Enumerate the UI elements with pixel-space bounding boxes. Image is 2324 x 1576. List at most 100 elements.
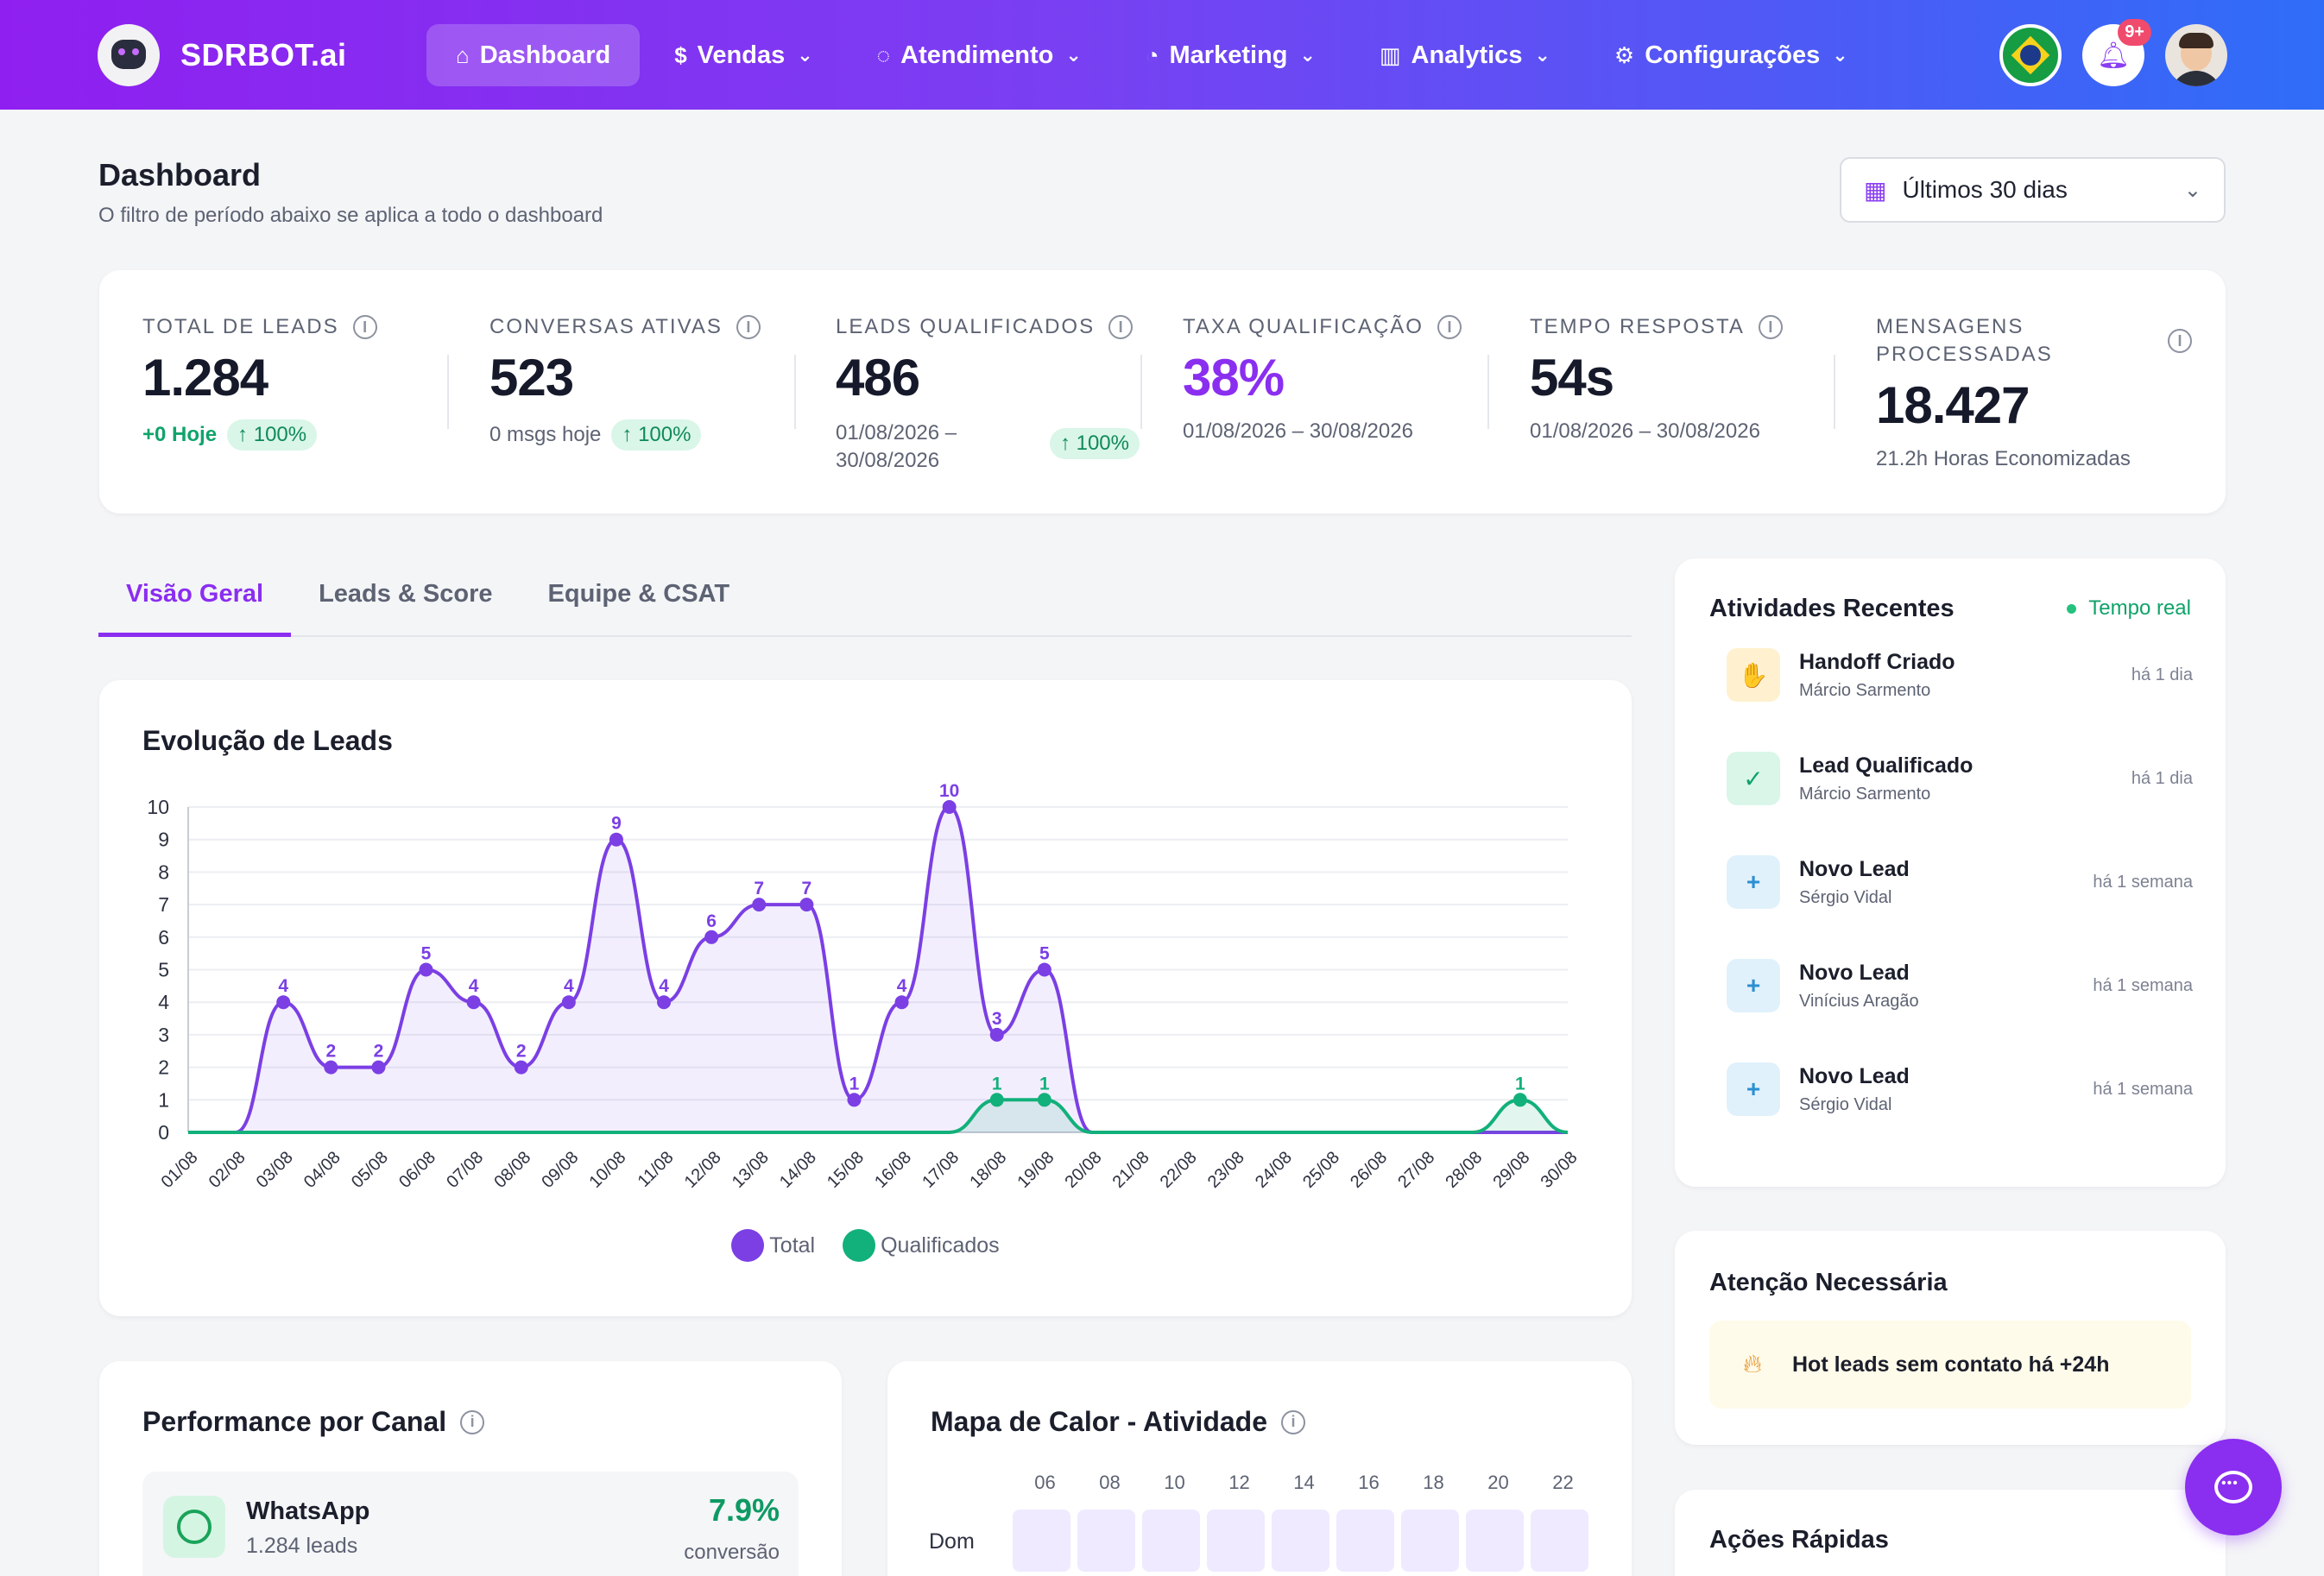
info-icon[interactable]: i xyxy=(1437,315,1462,339)
trend-pill: ↑ 100% xyxy=(1049,428,1140,459)
quick-actions-title: Ações Rápidas xyxy=(1709,1526,1889,1554)
activity-person: Sérgio Vidal xyxy=(1799,1095,1892,1114)
activity-heatmap-card: Mapa de Calor - Atividade i 06 08 10 12 … xyxy=(887,1361,1632,1576)
heatmap-cell[interactable] xyxy=(1466,1510,1524,1572)
activity-item[interactable]: + Novo Lead Sérgio Vidal há 1 semana xyxy=(1727,852,2193,912)
notifications-button[interactable]: 🔔︎ 9+ xyxy=(2082,19,2151,86)
info-icon[interactable]: i xyxy=(460,1409,485,1434)
legend-item-qualificados[interactable]: Qualificados xyxy=(843,1229,1000,1262)
divider xyxy=(1487,355,1489,429)
info-icon[interactable]: i xyxy=(352,315,377,339)
trend-value: 100% xyxy=(638,423,692,446)
trend-pill: ↑ 100% xyxy=(227,419,318,451)
heatmap-cell[interactable] xyxy=(1207,1510,1265,1572)
heatmap-day-label: Dom xyxy=(929,1529,975,1554)
attention-item[interactable]: 🔥︎ Hot leads sem contato há +24h xyxy=(1709,1321,2191,1409)
kpi-mensagens-processadas: MENSAGENS PROCESSADAS i 18.427 21.2h Hora… xyxy=(1876,313,2192,471)
info-icon[interactable]: i xyxy=(2168,329,2192,353)
heatmap-cell[interactable] xyxy=(1142,1510,1200,1572)
activity-item[interactable]: ✓ Lead Qualificado Márcio Sarmento há 1 dia xyxy=(1727,748,2193,809)
heatmap-hour: 22 xyxy=(1552,1472,1574,1493)
chevron-down-icon: ⌄ xyxy=(1065,44,1082,66)
user-avatar[interactable] xyxy=(2165,24,2227,86)
kpi-label-text: MENSAGENS PROCESSADAS xyxy=(1876,313,2053,369)
nav-item-analytics[interactable]: ▥ Analytics ⌄ xyxy=(1350,24,1580,86)
whatsapp-icon xyxy=(163,1496,225,1558)
chat-icon: ◌ xyxy=(876,41,891,68)
legend-swatch xyxy=(731,1229,765,1262)
kpi-value: 523 xyxy=(489,349,574,407)
language-flag-button[interactable] xyxy=(1999,24,2062,86)
kpi-foot: 01/08/2026 – 30/08/2026 xyxy=(1530,419,1783,444)
nav-item-marketing[interactable]: ◔ Marketing ⌄ xyxy=(1116,24,1345,86)
fire-icon: 🔥︎ xyxy=(1742,1350,1763,1378)
avatar-shirt xyxy=(2170,71,2222,86)
nav-item-dashboard[interactable]: ⌂ Dashboard xyxy=(426,24,641,86)
kpi-today: 0 msgs hoje xyxy=(489,423,602,446)
heatmap-cell[interactable] xyxy=(1531,1510,1588,1572)
activity-item[interactable]: + Novo Lead Sérgio Vidal há 1 semana xyxy=(1727,1059,2193,1119)
heatmap-hour: 16 xyxy=(1358,1472,1380,1493)
kpi-label-line: MENSAGENS xyxy=(1876,315,2024,338)
nav-item-configuracoes[interactable]: ⚙ Configurações ⌄ xyxy=(1585,24,1878,86)
heatmap-hour: 18 xyxy=(1423,1472,1444,1493)
user-plus-icon: + xyxy=(1727,1062,1780,1116)
activity-item[interactable]: + Novo Lead Vinícius Aragão há 1 semana xyxy=(1727,955,2193,1016)
check-circle-icon: ✓ xyxy=(1727,752,1780,805)
chat-fab-button[interactable] xyxy=(2185,1439,2282,1535)
tab-leads-score[interactable]: Leads & Score xyxy=(319,580,493,608)
quick-actions-card: Ações Rápidas xyxy=(1675,1490,2226,1576)
main-menu: ⌂ Dashboard $ Vendas ⌄ ◌ Atendimento ⌄ ◔… xyxy=(426,24,1883,86)
channel-row-whatsapp[interactable]: WhatsApp 1.284 leads 7.9% conversão xyxy=(142,1472,799,1576)
heatmap-cell[interactable] xyxy=(1336,1510,1394,1572)
live-indicator: Tempo real xyxy=(2067,596,2191,621)
kpi-taxa-qualificacao: TAXA QUALIFICAÇÃO i 38% 01/08/2026 – 30/0… xyxy=(1183,313,1462,444)
info-icon[interactable]: i xyxy=(1108,315,1134,339)
pie-chart-icon: ◔ xyxy=(1145,41,1159,68)
channel-performance-card: Performance por Canal i WhatsApp 1.284 l… xyxy=(99,1361,842,1576)
tab-equipe-csat[interactable]: Equipe & CSAT xyxy=(547,580,730,608)
info-icon[interactable]: i xyxy=(1758,315,1783,339)
activity-person: Márcio Sarmento xyxy=(1799,681,1931,700)
nav-item-atendimento[interactable]: ◌ Atendimento ⌄ xyxy=(848,24,1111,86)
user-plus-icon: + xyxy=(1727,855,1780,909)
arrow-up-icon: ↑ xyxy=(1059,432,1077,455)
brand[interactable]: SDRBOT.ai xyxy=(98,24,347,86)
kpi-period-end: 30/08/2026 xyxy=(836,449,940,472)
heatmap-cell[interactable] xyxy=(1272,1510,1329,1572)
info-icon[interactable]: i xyxy=(1281,1409,1305,1434)
chevron-down-icon: ⌄ xyxy=(1832,44,1848,66)
heatmap-cell[interactable] xyxy=(1013,1510,1070,1572)
kpi-foot: 01/08/2026 – 30/08/2026 ↑ 100% xyxy=(836,419,1140,475)
heatmap-cell[interactable] xyxy=(1401,1510,1459,1572)
dashboard-tabs: Visão Geral Leads & Score Equipe & CSAT xyxy=(98,570,1632,637)
legend-item-total[interactable]: Total xyxy=(731,1229,815,1262)
chevron-down-icon: ⌄ xyxy=(2183,178,2201,202)
attention-card: Atenção Necessária 🔥︎ Hot leads sem cont… xyxy=(1675,1231,2226,1445)
bar-chart-icon: ▥ xyxy=(1379,41,1401,68)
trend-pill: ↑ 100% xyxy=(611,419,702,451)
whatsapp-ring xyxy=(177,1510,212,1544)
kpi-total-leads: TOTAL DE LEADS i 1.284 +0 Hoje ↑ 100% xyxy=(142,313,377,451)
hand-icon: ✋ xyxy=(1727,648,1780,702)
trend-value: 100% xyxy=(253,423,307,446)
tab-visao-geral[interactable]: Visão Geral xyxy=(98,570,292,637)
kpi-label-text: TAXA QUALIFICAÇÃO xyxy=(1183,315,1424,338)
activity-item[interactable]: ✋ Handoff Criado Márcio Sarmento há 1 dia xyxy=(1727,645,2193,705)
chevron-down-icon: ⌄ xyxy=(797,44,813,66)
kpi-label-text: LEADS QUALIFICADOS xyxy=(836,315,1096,338)
kpi-card: TOTAL DE LEADS i 1.284 +0 Hoje ↑ 100% CON… xyxy=(99,270,2226,514)
period-select[interactable]: ▦ Últimos 30 dias ⌄ xyxy=(1840,157,2226,223)
nav-item-vendas[interactable]: $ Vendas ⌄ xyxy=(645,24,842,86)
kpi-label: CONVERSAS ATIVAS i xyxy=(489,313,761,341)
chart-legend: Total Qualificados xyxy=(0,1229,1731,1262)
info-icon[interactable]: i xyxy=(736,315,761,339)
heatmap-hour: 12 xyxy=(1228,1472,1250,1493)
user-plus-icon: + xyxy=(1727,959,1780,1012)
activity-name: Novo Lead xyxy=(1799,857,1910,881)
nav-label: Atendimento xyxy=(900,41,1054,69)
heatmap-cell[interactable] xyxy=(1077,1510,1135,1572)
kpi-label-text: TOTAL DE LEADS xyxy=(142,315,339,338)
kpi-period-start: 01/08/2026 – xyxy=(836,421,957,444)
kpi-value: 18.427 xyxy=(1876,376,2030,434)
